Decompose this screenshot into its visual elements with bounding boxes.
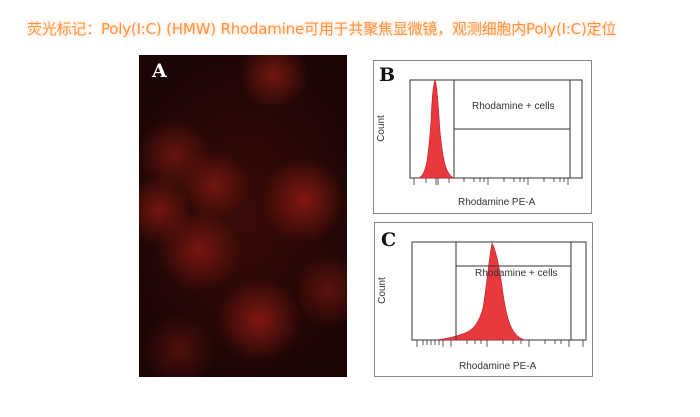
panel-letter-c: C bbox=[381, 229, 397, 251]
panel-letter-a: A bbox=[152, 60, 167, 82]
x-axis-label-c: Rhodamine PE-A bbox=[459, 361, 537, 372]
microscopy-image-a: A bbox=[139, 55, 347, 377]
histogram-c bbox=[434, 242, 526, 341]
histogram-b bbox=[417, 79, 455, 179]
y-axis-label-b: Count bbox=[375, 115, 387, 142]
gate-label-b: Rhodamine + cells bbox=[472, 101, 555, 112]
gate-box-c bbox=[455, 241, 572, 267]
histogram-panel-b: B Rhodamine + cells Rhodamine PE-A Count bbox=[373, 60, 592, 214]
gate-label-c: Rhodamine + cells bbox=[475, 268, 558, 279]
y-axis-label-c: Count bbox=[376, 277, 388, 304]
x-axis-label-b: Rhodamine PE-A bbox=[458, 197, 536, 208]
page-title: 荧光标记：Poly(I:C) (HMW) Rhodamine可用于共聚焦显微镜，… bbox=[27, 20, 617, 38]
histogram-panel-c: C Rhodamine + cells Rhodamine PE-A Count bbox=[374, 222, 593, 377]
panel-letter-b: B bbox=[379, 64, 396, 86]
